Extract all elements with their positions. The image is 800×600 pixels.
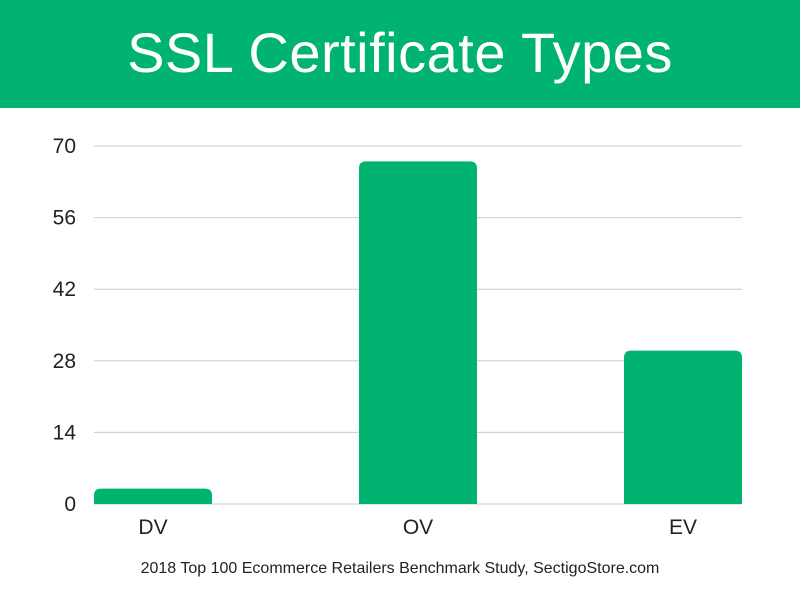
bars	[94, 161, 742, 504]
y-tick-label: 14	[53, 421, 77, 444]
page-title: SSL Certificate Types	[127, 20, 673, 84]
bar-chart: 0 14 28 42 56 70 DV OV EV	[0, 108, 800, 548]
x-tick-label: OV	[403, 516, 433, 539]
y-tick-label: 42	[53, 278, 76, 301]
bar-ev	[624, 350, 742, 504]
y-tick-label: 28	[53, 350, 76, 373]
bar-ov	[359, 161, 477, 504]
x-axis-ticks: DV OV EV	[138, 516, 697, 539]
x-tick-label: EV	[669, 516, 697, 539]
title-banner: SSL Certificate Types	[0, 0, 800, 108]
y-tick-label: 0	[64, 493, 76, 516]
bar-dv	[94, 488, 212, 504]
y-axis-ticks: 0 14 28 42 56 70	[53, 135, 77, 516]
y-tick-label: 56	[53, 207, 76, 230]
x-tick-label: DV	[138, 516, 167, 539]
source-caption: 2018 Top 100 Ecommerce Retailers Benchma…	[140, 560, 660, 577]
bar-chart-svg: 0 14 28 42 56 70 DV OV EV	[53, 135, 742, 539]
y-tick-label: 70	[53, 135, 76, 158]
